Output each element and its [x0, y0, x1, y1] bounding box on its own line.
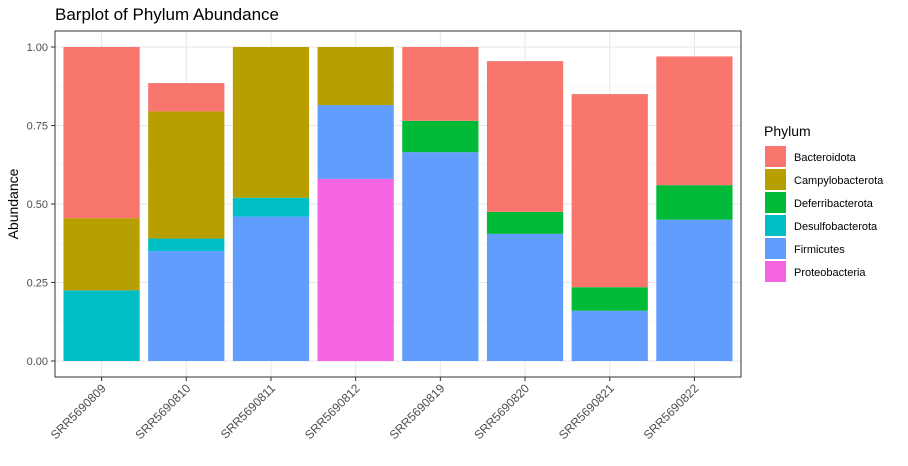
- legend-label-deferribacterota: Deferribacterota: [794, 198, 874, 210]
- bar-segment-bacteroidota-srr5690809: [63, 47, 140, 219]
- bar-segment-firmicutes-srr5690822: [656, 219, 733, 361]
- bar-segment-proteobacteria-srr5690812: [317, 178, 394, 361]
- bar-segment-desulfobacterota-srr5690811: [232, 197, 310, 217]
- bar-segment-desulfobacterota-srr5690809: [63, 290, 140, 361]
- bars: [63, 47, 733, 361]
- legend-label-bacteroidota: Bacteroidota: [794, 152, 857, 164]
- bar-segment-firmicutes-srr5690811: [232, 216, 310, 361]
- x-axis: SRR5690809 SRR5690810 SRR5690811 SRR5690812…: [48, 377, 702, 442]
- bar-segment-firmicutes-srr5690821: [571, 310, 648, 361]
- legend-label-proteobacteria: Proteobacteria: [794, 267, 866, 279]
- x-tick-label: SRR5690809: [48, 381, 109, 442]
- legend-key-proteobacteria: [765, 261, 786, 282]
- chart-title: Barplot of Phylum Abundance: [55, 5, 279, 24]
- legend-label-firmicutes: Firmicutes: [794, 244, 845, 256]
- x-tick-label: SRR5690811: [218, 381, 278, 441]
- x-tick-label: SRR5690821: [556, 381, 617, 442]
- bar-segment-deferribacterota-srr5690821: [571, 287, 648, 311]
- bar-segment-bacteroidota-srr5690820: [486, 61, 564, 212]
- bar-segment-campylobacterota-srr5690811: [232, 47, 310, 198]
- legend-key-bacteroidota: [765, 146, 786, 167]
- legend-key-campylobacterota: [765, 169, 786, 190]
- x-tick-label: SRR5690812: [302, 381, 363, 442]
- x-tick-label: SRR5690820: [471, 381, 532, 442]
- x-tick-label: SRR5690810: [133, 381, 194, 442]
- y-axis: 0.00 0.25 0.50 0.75 1.00: [27, 42, 55, 368]
- bar-segment-deferribacterota-srr5690822: [656, 185, 733, 220]
- bar-segment-desulfobacterota-srr5690810: [148, 238, 225, 252]
- bar-segment-campylobacterota-srr5690812: [317, 47, 394, 106]
- y-tick-label: 0.25: [27, 278, 48, 290]
- bar-segment-deferribacterota-srr5690819: [402, 120, 479, 153]
- bar-segment-bacteroidota-srr5690821: [571, 94, 648, 288]
- legend-label-desulfobacterota: Desulfobacterota: [794, 221, 878, 233]
- bar-segment-campylobacterota-srr5690810: [148, 111, 225, 239]
- bar-segment-bacteroidota-srr5690822: [656, 56, 733, 186]
- y-tick-label: 1.00: [27, 42, 48, 54]
- y-tick-label: 0.00: [27, 356, 48, 368]
- x-tick-label: SRR5690819: [387, 381, 448, 442]
- legend-key-deferribacterota: [765, 192, 786, 213]
- bar-segment-firmicutes-srr5690819: [402, 152, 479, 361]
- legend-key-desulfobacterota: [765, 215, 786, 236]
- legend-key-firmicutes: [765, 238, 786, 259]
- bar-segment-campylobacterota-srr5690809: [63, 218, 140, 291]
- bar-segment-deferribacterota-srr5690820: [486, 211, 564, 234]
- bar-segment-firmicutes-srr5690810: [148, 251, 225, 361]
- legend: Phylum Bacteroidota Campylobacterota Defer…: [764, 123, 884, 282]
- y-tick-label: 0.50: [27, 199, 48, 211]
- legend-label-campylobacterota: Campylobacterota: [794, 175, 884, 187]
- y-axis-label: Abundance: [5, 168, 21, 239]
- y-tick-label: 0.75: [27, 121, 48, 133]
- bar-segment-firmicutes-srr5690820: [486, 233, 564, 361]
- x-tick-label: SRR5690822: [641, 381, 702, 442]
- bar-segment-bacteroidota-srr5690810: [148, 83, 225, 112]
- bar-segment-firmicutes-srr5690812: [317, 105, 394, 179]
- legend-title: Phylum: [764, 123, 811, 139]
- legend-items: Bacteroidota Campylobacterota Deferribacte…: [765, 146, 884, 282]
- bar-segment-bacteroidota-srr5690819: [402, 47, 479, 121]
